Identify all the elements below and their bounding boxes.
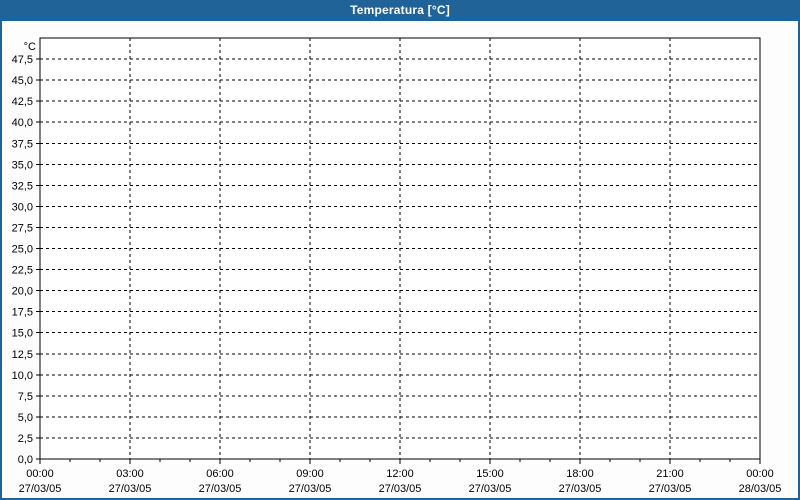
chart-title: Temperatura [°C] <box>350 3 450 17</box>
x-date-label: 27/03/05 <box>559 483 602 495</box>
x-date-label: 27/03/05 <box>289 483 332 495</box>
y-tick-label: 12,5 <box>12 349 33 361</box>
y-tick-label: 20,0 <box>12 286 33 298</box>
y-tick-label: 35,0 <box>12 159 33 171</box>
x-date-label: 27/03/05 <box>379 483 422 495</box>
y-tick-label: 30,0 <box>12 201 33 213</box>
x-date-label: 27/03/05 <box>199 483 242 495</box>
x-date-label: 27/03/05 <box>469 483 512 495</box>
x-time-label: 06:00 <box>206 468 234 480</box>
y-tick-label: 40,0 <box>12 117 33 129</box>
x-date-label: 27/03/05 <box>19 483 62 495</box>
x-date-label: 28/03/05 <box>739 483 782 495</box>
y-tick-label: 45,0 <box>12 75 33 87</box>
y-tick-label: 47,5 <box>12 54 33 66</box>
y-tick-label: 7,5 <box>18 391 33 403</box>
x-time-label: 03:00 <box>116 468 144 480</box>
y-tick-label: 2,5 <box>18 433 33 445</box>
x-time-label: 18:00 <box>566 468 594 480</box>
y-tick-label: 0,0 <box>18 454 33 466</box>
y-tick-label: 5,0 <box>18 412 33 424</box>
chart-title-bar: Temperatura [°C] <box>0 0 800 21</box>
x-time-label: 00:00 <box>746 468 774 480</box>
y-tick-label: 17,5 <box>12 307 33 319</box>
temperature-chart: 0,0 2,5 5,0 7,5 10,0 12,5 15,0 17,5 20,0 22,5 25,0… <box>12 37 782 495</box>
x-date-label: 27/03/05 <box>649 483 692 495</box>
y-tick-label: 22,5 <box>12 265 33 277</box>
y-tick-label: 25,0 <box>12 244 33 256</box>
y-tick-label: 10,0 <box>12 370 33 382</box>
chart-content: 0,0 2,5 5,0 7,5 10,0 12,5 15,0 17,5 20,0 22,5 25,0… <box>2 21 798 498</box>
x-time-label: 00:00 <box>26 468 54 480</box>
y-tick-label: 27,5 <box>12 222 33 234</box>
y-tick-label: 37,5 <box>12 138 33 150</box>
y-tick-label: 32,5 <box>12 180 33 192</box>
x-time-label: 12:00 <box>386 468 414 480</box>
y-tick-label: 42,5 <box>12 96 33 108</box>
x-time-label: 15:00 <box>476 468 504 480</box>
x-time-label: 21:00 <box>656 468 684 480</box>
y-tick-label: 15,0 <box>12 328 33 340</box>
x-time-label: 09:00 <box>296 468 324 480</box>
y-unit-label: °C <box>24 41 36 53</box>
x-date-label: 27/03/05 <box>109 483 152 495</box>
